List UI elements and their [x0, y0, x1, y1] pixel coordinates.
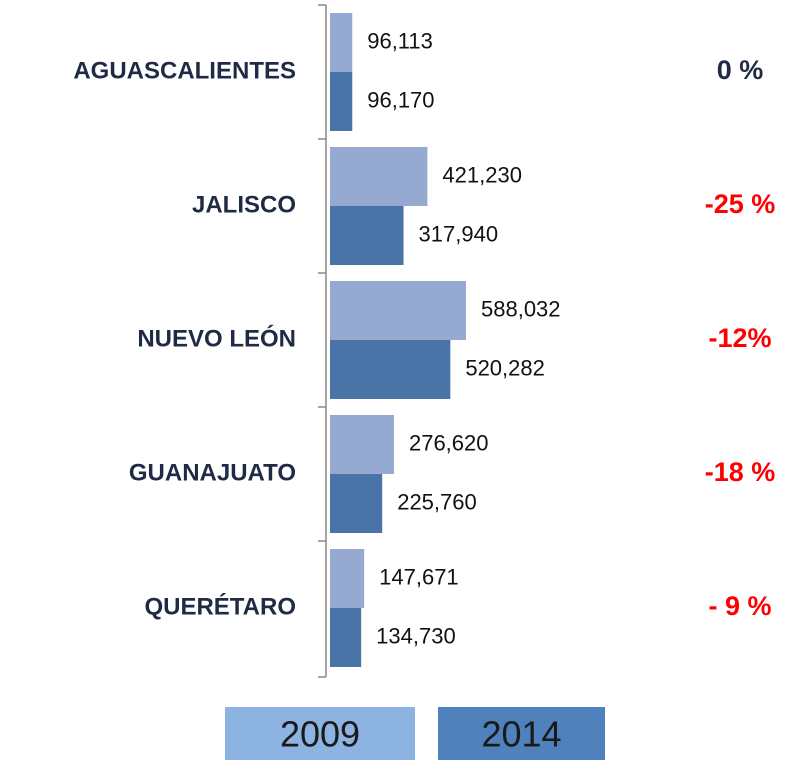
change-annotation: -18 %: [705, 457, 776, 487]
value-label: 421,230: [442, 162, 522, 187]
change-annotation: -12%: [708, 323, 771, 353]
bar: [330, 474, 383, 533]
value-label: 96,170: [367, 87, 434, 112]
bar: [330, 72, 353, 131]
bar: [330, 415, 394, 474]
category-label: GUANAJUATO: [129, 459, 296, 486]
category-label: JALISCO: [192, 191, 296, 218]
legend-swatch: [438, 707, 605, 760]
value-label: 147,671: [379, 564, 459, 589]
value-label: 225,760: [397, 489, 477, 514]
category-label: QUERÉTARO: [144, 592, 296, 620]
bar: [330, 206, 404, 265]
value-label: 588,032: [481, 296, 561, 321]
change-annotation: - 9 %: [708, 591, 771, 621]
value-label: 276,620: [409, 430, 489, 455]
legend-label: 2009: [280, 714, 360, 755]
change-annotation: -25 %: [705, 189, 776, 219]
bar: [330, 608, 362, 667]
legend-label: 2014: [481, 714, 561, 755]
legend-swatch: [225, 707, 415, 760]
category-label: AGUASCALIENTES: [73, 57, 296, 84]
value-label: 96,113: [367, 28, 433, 53]
bar: [330, 281, 466, 340]
change-annotation: 0 %: [717, 55, 764, 85]
value-label: 317,940: [419, 221, 499, 246]
bar: [330, 147, 428, 206]
bar: [330, 340, 451, 399]
bar: [330, 13, 353, 72]
value-label: 520,282: [465, 355, 545, 380]
category-label: NUEVO LEÓN: [137, 324, 296, 352]
axis: [318, 4, 327, 678]
bar: [330, 549, 365, 608]
value-label: 134,730: [376, 623, 456, 648]
